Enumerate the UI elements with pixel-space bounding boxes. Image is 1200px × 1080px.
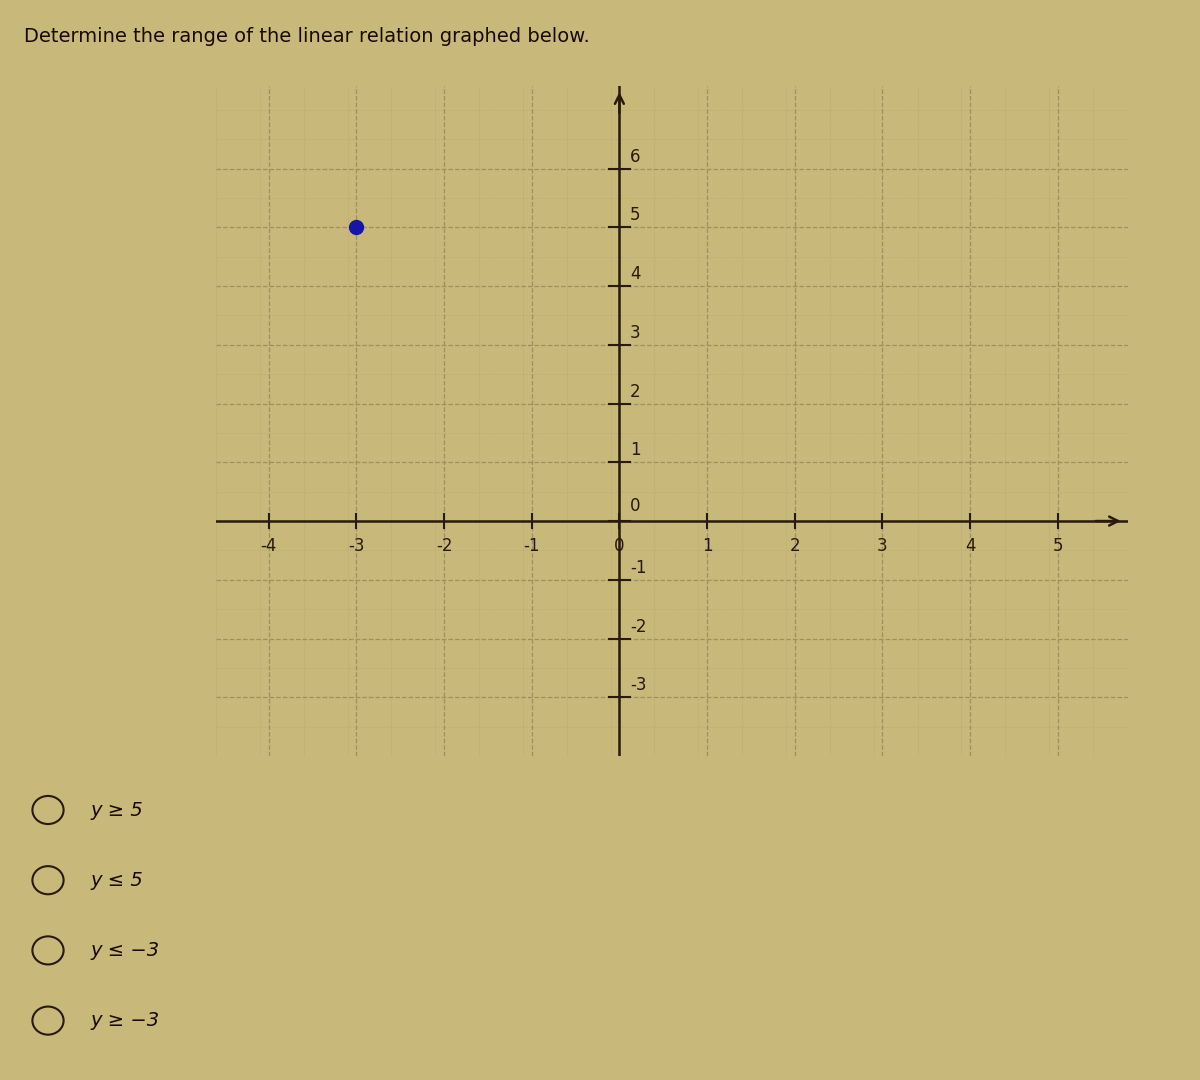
Text: -2: -2 [630, 618, 647, 636]
Text: -3: -3 [630, 676, 647, 694]
Text: 4: 4 [630, 266, 641, 283]
Text: -2: -2 [436, 538, 452, 555]
Text: 1: 1 [702, 538, 713, 555]
Text: 3: 3 [877, 538, 888, 555]
Text: y ≥ 5: y ≥ 5 [90, 800, 143, 820]
Text: 6: 6 [630, 148, 641, 165]
Text: 2: 2 [790, 538, 800, 555]
Text: y ≤ −3: y ≤ −3 [90, 941, 160, 960]
Text: 1: 1 [630, 442, 641, 459]
Text: 3: 3 [630, 324, 641, 342]
Text: Determine the range of the linear relation graphed below.: Determine the range of the linear relati… [24, 27, 589, 46]
Text: -1: -1 [630, 558, 647, 577]
Text: 0: 0 [614, 538, 625, 555]
Text: -4: -4 [260, 538, 277, 555]
Text: -1: -1 [523, 538, 540, 555]
Text: y ≤ 5: y ≤ 5 [90, 870, 143, 890]
Text: 2: 2 [630, 382, 641, 401]
Text: 0: 0 [630, 497, 641, 515]
Text: -3: -3 [348, 538, 365, 555]
Text: y ≥ −3: y ≥ −3 [90, 1011, 160, 1030]
Text: 5: 5 [630, 206, 641, 225]
Text: 4: 4 [965, 538, 976, 555]
Text: 5: 5 [1052, 538, 1063, 555]
